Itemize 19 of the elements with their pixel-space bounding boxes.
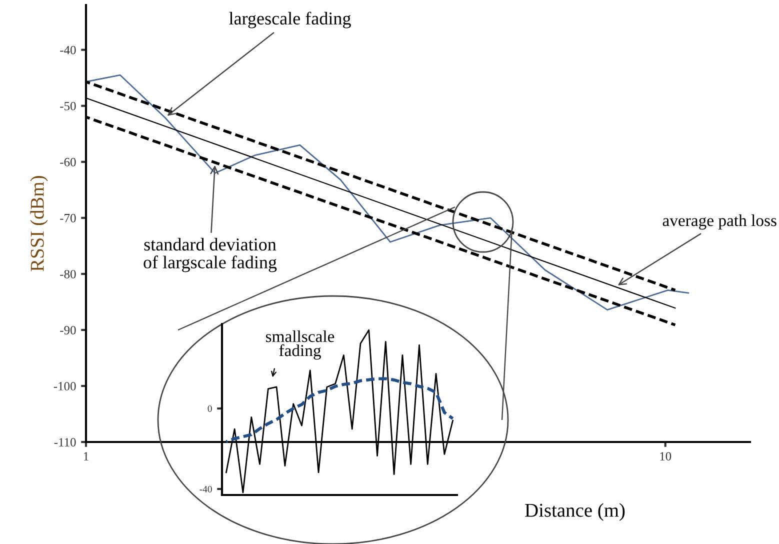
y-tick-label: -50 (60, 102, 76, 110)
y-tick-label: -80 (60, 270, 76, 278)
x-axis-title: Distance (m) (525, 503, 625, 521)
y-tick-label: -90 (60, 326, 76, 334)
y-tick-label: -100 (54, 382, 76, 390)
line-series (224, 377, 454, 444)
x-tick-label: 10 (660, 452, 672, 461)
annotation: largescale fading (229, 12, 351, 28)
y-tick-label: -60 (60, 158, 76, 166)
y-tick-label: -110 (54, 438, 76, 446)
annotation: standard deviation of largscale fading (144, 238, 277, 272)
y-tick-label: -40 (200, 486, 212, 492)
annotation: smallscale fading (266, 330, 334, 360)
y-tick-label: -40 (60, 46, 76, 54)
y-tick-label: -70 (60, 214, 76, 222)
y-axis-title: RSSI (dBm) (30, 176, 48, 272)
annotation: average path loss (662, 214, 776, 230)
y-tick-label: 0 (208, 405, 212, 412)
x-tick-label: 1 (84, 452, 88, 460)
